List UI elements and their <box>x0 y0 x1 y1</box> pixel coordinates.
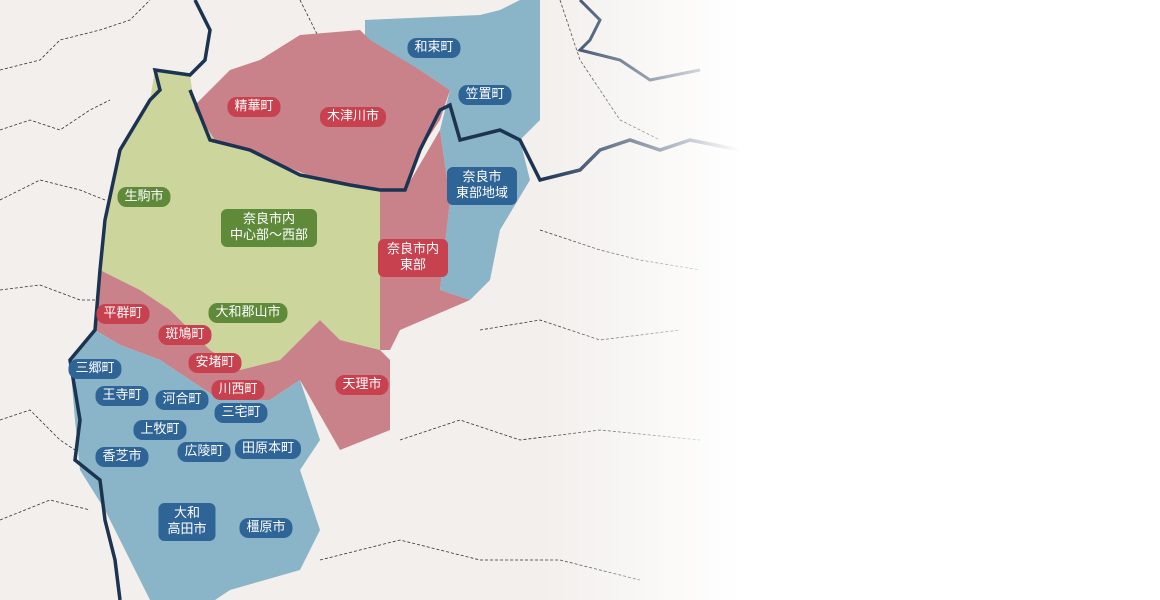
fade-overlay <box>540 0 740 600</box>
region-kyoto-south-blue <box>365 0 540 300</box>
label-koryo[interactable]: 広陵町 <box>177 442 231 462</box>
label-line: 東部地域 <box>455 186 509 201</box>
label-sango[interactable]: 三郷町 <box>68 359 122 379</box>
label-line: 東部 <box>399 258 427 273</box>
label-seika[interactable]: 精華町 <box>227 97 281 117</box>
label-yamato-takada[interactable]: 大和 高田市 <box>158 503 216 541</box>
label-ikaruga[interactable]: 斑鳩町 <box>158 325 212 345</box>
label-line: 奈良市 <box>462 170 502 185</box>
label-kawanishi[interactable]: 川西町 <box>211 380 265 400</box>
label-tenri[interactable]: 天理市 <box>335 375 389 395</box>
label-line: 奈良市内 <box>386 242 440 257</box>
label-nara-east-area[interactable]: 奈良市 東部地域 <box>446 167 518 205</box>
label-nara-east[interactable]: 奈良市内 東部 <box>377 239 449 277</box>
label-line: 大和 <box>173 506 201 521</box>
label-nara-central[interactable]: 奈良市内 中心部～西部 <box>220 209 318 247</box>
prefecture-border <box>68 0 212 600</box>
label-line: 高田市 <box>167 522 207 537</box>
label-kawai[interactable]: 河合町 <box>155 390 209 410</box>
label-oji[interactable]: 王寺町 <box>95 386 149 406</box>
blank-area <box>740 0 1160 600</box>
label-tawaramoto[interactable]: 田原本町 <box>234 439 302 459</box>
label-kizugawa[interactable]: 木津川市 <box>319 107 387 127</box>
region-nara-south-red <box>95 270 390 450</box>
label-kashiba[interactable]: 香芝市 <box>95 447 149 467</box>
label-ando[interactable]: 安堵町 <box>188 353 242 373</box>
label-kanmaki[interactable]: 上牧町 <box>133 420 187 440</box>
label-heguri[interactable]: 平群町 <box>96 304 150 324</box>
label-koriyama[interactable]: 大和郡山市 <box>208 303 288 323</box>
label-wazuka[interactable]: 和束町 <box>407 38 461 58</box>
label-kashihara[interactable]: 橿原市 <box>239 518 293 538</box>
label-line: 中心部～西部 <box>229 228 309 243</box>
label-miyake[interactable]: 三宅町 <box>214 403 268 423</box>
region-kyoto-south-red <box>190 30 450 190</box>
label-kasagi[interactable]: 笠置町 <box>458 85 512 105</box>
label-line: 奈良市内 <box>242 212 296 227</box>
label-ikoma[interactable]: 生駒市 <box>117 187 171 207</box>
